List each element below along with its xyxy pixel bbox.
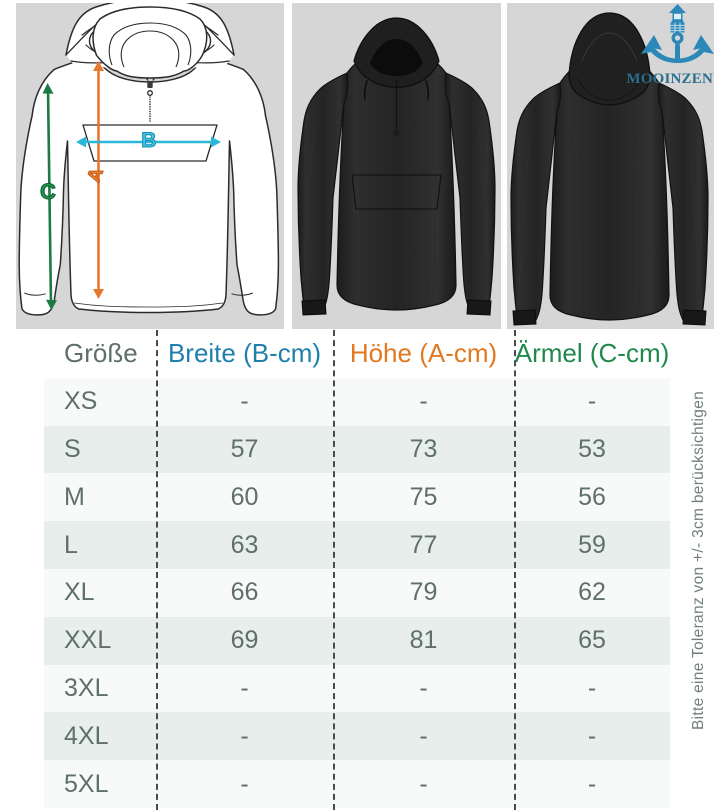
svg-text:C: C [40,179,56,204]
svg-text:MOOINZEN: MOOINZEN [626,71,713,87]
svg-text:B: B [141,129,156,152]
